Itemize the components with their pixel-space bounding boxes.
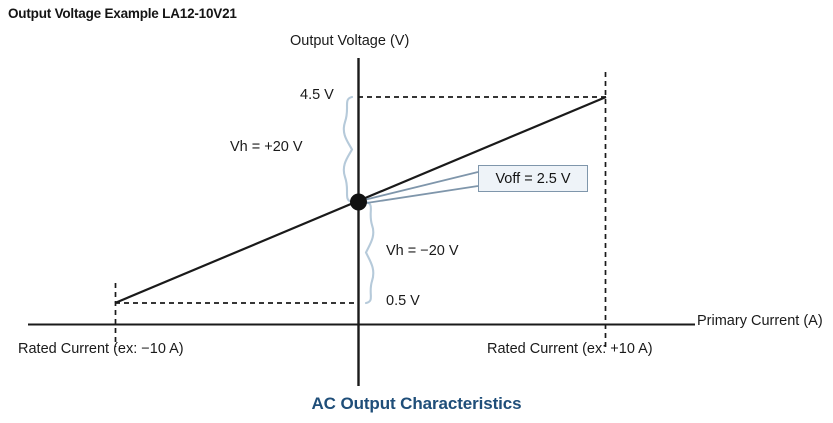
operating-point-marker xyxy=(350,193,367,211)
label-rated-current-positive: Rated Current (ex: +10 A) xyxy=(487,341,653,357)
voff-callout-box: Voff = 2.5 V xyxy=(478,165,588,192)
label-vh-negative: Vh = −20 V xyxy=(386,243,459,259)
voff-leader-line-upper xyxy=(359,171,479,202)
x-axis-label: Primary Current (A) xyxy=(697,313,823,329)
voff-leader-line-lower xyxy=(359,185,479,205)
label-voltage-max: 4.5 V xyxy=(300,87,334,103)
brace-vh-negative xyxy=(364,200,375,305)
label-vh-positive: Vh = +20 V xyxy=(230,139,303,155)
brace-vh-positive xyxy=(342,95,354,204)
diagram-caption: AC Output Characteristics xyxy=(311,394,522,413)
label-voltage-min: 0.5 V xyxy=(386,293,420,309)
y-axis-label: Output Voltage (V) xyxy=(290,33,410,49)
label-rated-current-negative: Rated Current (ex: −10 A) xyxy=(18,341,184,357)
page-title: Output Voltage Example LA12-10V21 xyxy=(8,6,237,21)
